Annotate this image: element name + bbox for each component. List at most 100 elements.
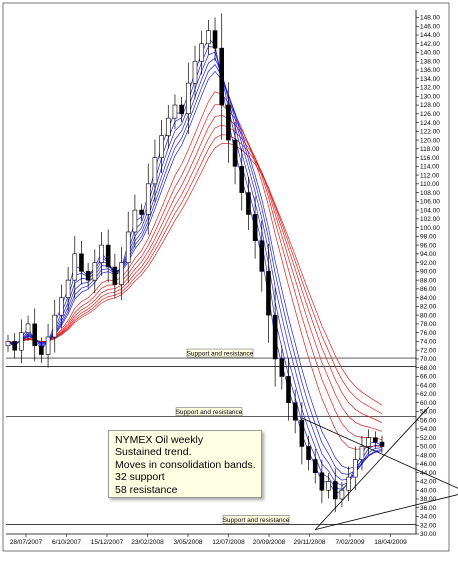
x-tick-label: 6/10/2007 [52, 539, 81, 546]
candle-body [279, 358, 285, 377]
candle-body [259, 240, 265, 272]
note-line-4: 32 support [115, 471, 165, 484]
support-resistance-label: Support and resistance [223, 517, 290, 524]
y-tick-label: 122.00 [420, 129, 440, 136]
y-tick-label: 94.00 [420, 251, 437, 258]
y-tick-label: 48.00 [420, 452, 437, 459]
candle-body [5, 341, 11, 347]
candle-body [252, 214, 258, 242]
x-tick-label: 12/07/2008 [212, 539, 245, 546]
candle-body [366, 437, 371, 447]
long-moving-average-line [7, 142, 383, 406]
candle-body [232, 139, 238, 167]
y-tick-label: 42.00 [420, 479, 437, 486]
support-resistance-label: Support and resistance [187, 350, 254, 357]
support-resistance-tag [186, 348, 254, 358]
y-tick-label: 140.00 [420, 50, 440, 57]
y-tick-label: 90.00 [420, 269, 437, 276]
y-tick-label: 76.00 [420, 330, 437, 337]
candle-body [159, 135, 164, 158]
candle-body [39, 345, 44, 355]
candle-body [12, 341, 17, 351]
candle-body [45, 336, 51, 355]
candle-body [92, 262, 98, 281]
x-tick-label: 29/11/2008 [293, 539, 325, 546]
y-tick-label: 108.00 [420, 190, 440, 197]
long-moving-average-line [7, 134, 383, 415]
y-tick-label: 144.00 [420, 32, 440, 39]
candle-body [373, 437, 378, 443]
x-tick-label: 7/02/2009 [336, 539, 365, 546]
x-tick-label: 3/05/2008 [174, 539, 203, 546]
y-tick-label: 34.00 [420, 514, 437, 521]
candle-body [346, 476, 351, 491]
candle-body [19, 332, 24, 351]
candle-body [112, 266, 118, 285]
y-tick-label: 86.00 [420, 286, 437, 293]
y-tick-label: 30.00 [420, 531, 437, 538]
candle-body [186, 82, 191, 115]
y-tick-label: 74.00 [420, 339, 437, 346]
y-tick-label: 120.00 [420, 137, 440, 144]
candle-body [125, 231, 131, 263]
trend-line-falling [301, 417, 458, 489]
y-tick-label: 40.00 [420, 487, 437, 494]
candle-body [352, 459, 358, 478]
y-tick-label: 138.00 [420, 58, 440, 65]
y-tick-label: 104.00 [420, 207, 440, 214]
y-tick-label: 58.00 [420, 409, 437, 416]
y-tick-label: 112.00 [420, 172, 440, 179]
candle-body [199, 43, 204, 62]
candle-body [379, 441, 385, 447]
y-tick-label: 70.00 [420, 356, 437, 363]
long-moving-average-line [7, 124, 383, 424]
candle-body [326, 481, 331, 491]
candle-body [65, 279, 71, 298]
y-tick-label: 142.00 [420, 41, 440, 48]
y-tick-label: 106.00 [420, 199, 440, 206]
y-tick-label: 126.00 [420, 111, 440, 118]
support-resistance-tag [175, 407, 243, 416]
y-tick-label: 54.00 [420, 426, 437, 433]
candle-body [359, 446, 365, 460]
x-tick-label: 18/04/2009 [374, 539, 407, 546]
candle-body [246, 192, 251, 215]
candle-body [79, 253, 84, 272]
y-tick-label: 92.00 [420, 260, 437, 267]
candle-body [172, 104, 178, 119]
candle-body [105, 244, 111, 268]
candlesticks [5, 13, 385, 513]
long-moving-average-line [7, 91, 383, 450]
y-tick-label: 102.00 [420, 216, 440, 223]
candle-body [132, 209, 138, 233]
candle-body [165, 117, 171, 136]
note-line-1: NYMEX Oil weekly [115, 434, 204, 446]
y-tick-label: 78.00 [420, 321, 437, 328]
candle-body [99, 244, 104, 263]
y-tick-label: 130.00 [420, 93, 440, 100]
x-tick-label: 23/02/2008 [131, 539, 164, 546]
candle-body [192, 60, 198, 84]
annotation-box: NYMEX Oil weekly Sustained trend. Moves … [108, 430, 262, 498]
short-moving-average-line [7, 64, 383, 475]
x-tick-label: 20/09/2008 [253, 539, 286, 546]
y-tick-label: 82.00 [420, 304, 437, 311]
candle-body [145, 183, 151, 215]
candle-body [339, 489, 345, 500]
candle-body [272, 314, 278, 360]
y-tick-label: 124.00 [420, 120, 440, 127]
y-tick-label: 88.00 [420, 277, 437, 284]
y-tick-label: 96.00 [420, 242, 437, 249]
candle-body [219, 47, 225, 106]
candle-body [286, 376, 291, 403]
support-resistance-label: Support and resistance [176, 409, 243, 416]
y-tick-label: 114.00 [420, 164, 440, 171]
x-tick-label: 15/12/2007 [91, 539, 124, 546]
long-moving-averages [7, 91, 383, 450]
support-resistance-lines: Support and resistance Support and resist… [6, 348, 416, 525]
note-line-5: 58 resistance [115, 483, 178, 496]
y-tick-label: 148.00 [420, 15, 440, 22]
y-tick-label: 44.00 [420, 470, 437, 477]
